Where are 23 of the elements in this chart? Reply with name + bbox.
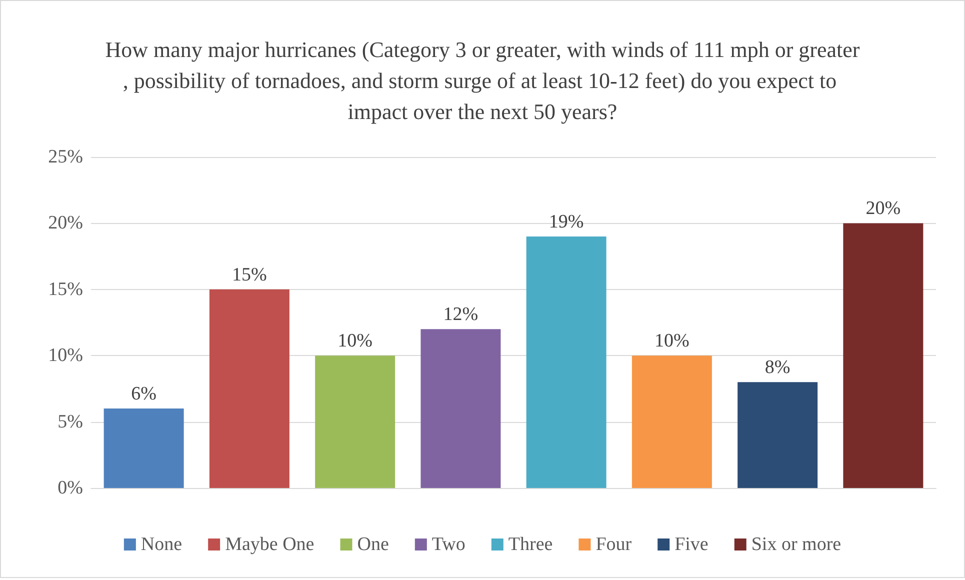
legend-label: None (140, 534, 182, 555)
data-label: 10% (338, 330, 373, 352)
data-label: 8% (764, 357, 790, 378)
y-tick-label: 0% (58, 478, 84, 498)
y-tick-label: 5% (58, 411, 84, 432)
data-label: 19% (548, 211, 584, 232)
y-tick-label: 20% (48, 212, 84, 234)
legend-label: Three (508, 534, 553, 555)
legend-label: Five (674, 534, 708, 555)
legend-label: One (357, 534, 389, 555)
chart-title: How many major hurricanes (Category 3 or greater, with winds of 111 mph or greater, possibility of tornadoes, and storm surge of at least 10-12 feet) do you expect to impact over the next 50 years? (105, 37, 860, 124)
legend-label: Six or more (751, 534, 842, 555)
y-tick-label: 15% (48, 278, 84, 300)
data-label: 20% (866, 198, 901, 220)
data-label: 6% (131, 384, 157, 405)
legend-label: Four (596, 534, 632, 555)
data-label: 10% (654, 330, 690, 352)
y-tick-label: 25% (48, 146, 84, 168)
y-tick-label: 10% (48, 345, 84, 366)
data-label: 15% (232, 264, 268, 286)
data-label: 12% (443, 304, 478, 326)
legend-label: Two (432, 534, 466, 555)
legend-label: Maybe One (225, 534, 314, 555)
